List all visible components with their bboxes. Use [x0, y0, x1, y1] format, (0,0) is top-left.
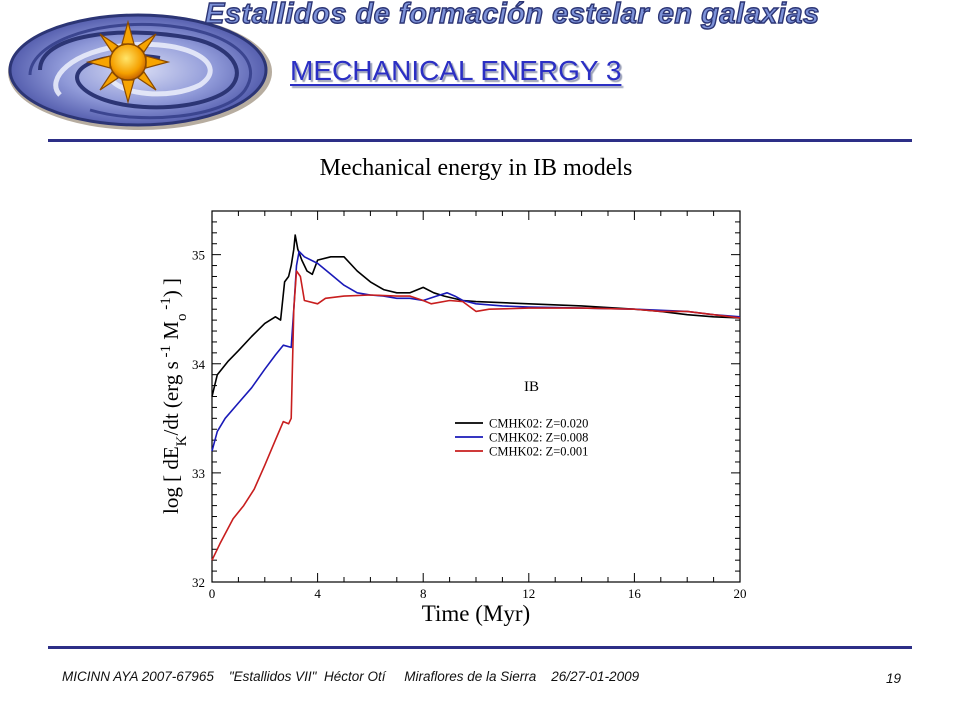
spiral-galaxy-sun-icon [8, 13, 272, 130]
page-number: 19 [886, 671, 902, 686]
series-line-1 [211, 250, 741, 452]
y-tick-label: 34 [192, 357, 206, 372]
legend-entry: CMHK02: Z=0.020 [489, 417, 588, 431]
series-line-0 [211, 234, 741, 397]
svg-text:log [ dEK/dt (erg s -1 Mo -1): log [ dEK/dt (erg s -1 Mo -1) ] [158, 278, 190, 514]
x-tick-label: 4 [314, 586, 321, 601]
legend-entry: CMHK02: Z=0.008 [489, 431, 588, 445]
axis-ticks: 0 4 8 12 16 20 32 33 34 35 [192, 210, 747, 601]
chart-title: Mechanical energy in IB models [320, 155, 633, 181]
x-tick-label: 20 [734, 586, 747, 601]
y-tick-label: 35 [192, 248, 205, 263]
x-tick-label: 16 [628, 586, 642, 601]
y-tick-label: 32 [192, 575, 205, 590]
series-line-2 [211, 270, 741, 561]
legend-entry: CMHK02: Z=0.001 [489, 445, 588, 459]
x-tick-label: 0 [209, 586, 216, 601]
x-tick-label: 8 [420, 586, 427, 601]
mechanical-energy-chart: Mechanical energy in IB models 0 4 8 12 16 20… [158, 155, 747, 626]
annotation-label: IB [524, 379, 539, 395]
series-layer [211, 234, 741, 561]
y-axis-label: log [ dEK/dt (erg s -1 Mo -1) ] [158, 278, 190, 514]
y-tick-label: 33 [192, 466, 205, 481]
slide-title: MECHANICAL ENERGY 3 [290, 55, 622, 86]
x-axis-label: Time (Myr) [422, 601, 530, 626]
bottom-divider [48, 646, 912, 649]
x-tick-label: 12 [522, 586, 535, 601]
footer-text: MICINN AYA 2007-67965 "Estallidos VII" H… [62, 669, 640, 684]
top-divider [48, 139, 912, 142]
header-banner: Estallidos de formación estelar en galax… [204, 0, 820, 31]
